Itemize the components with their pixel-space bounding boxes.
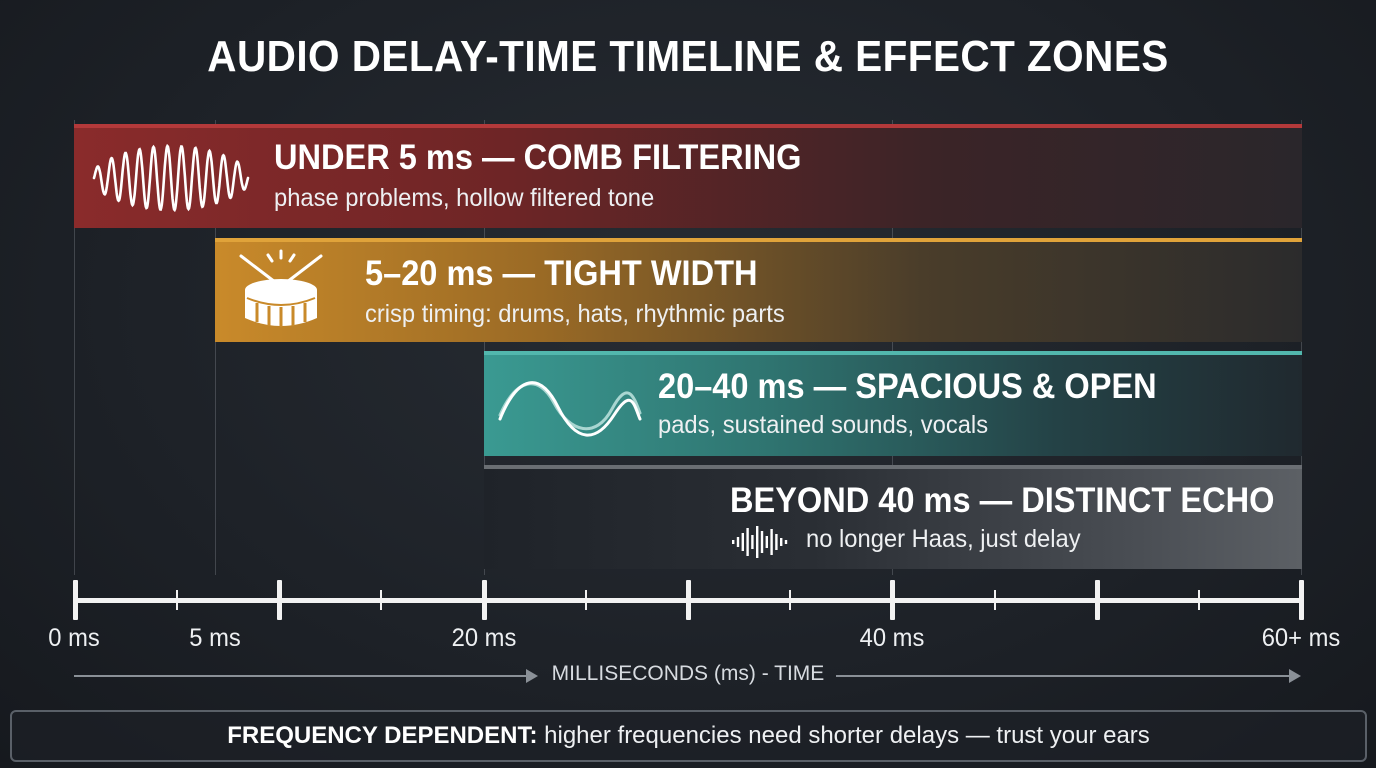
boundary-line-20ms	[484, 120, 485, 575]
minor-tick	[789, 590, 791, 610]
zone-heading: BEYOND 40 ms — DISTINCT ECHO	[730, 481, 1275, 520]
footer-text: higher frequencies need shorter delays —…	[544, 722, 1150, 749]
tick-label-40ms: 40 ms	[859, 624, 925, 652]
zone-description: pads, sustained sounds, vocals	[658, 411, 989, 439]
waveform-bar	[760, 531, 764, 553]
zone-top-border	[74, 124, 1302, 128]
footer-note: FREQUENCY DEPENDENT: higher frequencies …	[10, 710, 1367, 762]
audio-waveform-icon	[730, 525, 790, 559]
waveform-bar	[756, 526, 759, 558]
major-tick	[1095, 580, 1100, 620]
minor-tick	[380, 590, 382, 610]
major-tick	[482, 580, 487, 620]
minor-tick	[176, 590, 178, 610]
minor-tick	[585, 590, 587, 610]
minor-tick	[1198, 590, 1200, 610]
zone-description: phase problems, hollow filtered tone	[274, 184, 655, 212]
waveform-bar	[780, 538, 783, 546]
zone-heading: UNDER 5 ms — COMB FILTERING	[274, 138, 802, 177]
boundary-line-0ms	[74, 120, 75, 575]
zone-spacious-open: 20–40 ms — SPACIOUS & OPEN pads, sustain…	[484, 351, 1302, 456]
axis-arrow-left	[74, 675, 528, 677]
sine-wave-icon	[92, 142, 250, 214]
zone-heading: 20–40 ms — SPACIOUS & OPEN	[658, 367, 1157, 406]
boundary-line-40ms	[892, 120, 893, 575]
waveform-bar	[765, 536, 768, 548]
waveform-bar	[746, 528, 749, 556]
arrow-head-icon	[526, 669, 538, 683]
tick-label-60ms: 60+ ms	[1261, 624, 1341, 652]
zone-top-border	[215, 238, 1302, 242]
waveform-bar	[732, 540, 735, 544]
major-tick	[686, 580, 691, 620]
major-tick	[277, 580, 282, 620]
zone-top-border	[484, 351, 1302, 355]
axis-title: MILLISECONDS (ms) - TIME	[551, 662, 825, 685]
zone-heading: 5–20 ms — TIGHT WIDTH	[365, 254, 758, 293]
footer-bold-label: FREQUENCY DEPENDENT:	[227, 722, 538, 749]
minor-tick	[994, 590, 996, 610]
waveform-bar	[775, 534, 778, 550]
zone-description: crisp timing: drums, hats, rhythmic part…	[365, 300, 785, 328]
boundary-line-60ms	[1301, 120, 1302, 575]
tick-label-5ms: 5 ms	[189, 624, 241, 652]
tick-label-0ms: 0 ms	[48, 624, 100, 652]
snare-drum-icon	[235, 248, 327, 334]
major-tick	[890, 580, 895, 620]
axis-arrow-right	[836, 675, 1290, 677]
boundary-line-5ms	[215, 120, 216, 575]
major-tick	[73, 580, 78, 620]
tick-label-20ms: 20 ms	[451, 624, 517, 652]
zone-tight-width: 5–20 ms — TIGHT WIDTH crisp timing: drum…	[215, 238, 1302, 342]
waveform-bar	[784, 540, 788, 544]
waveform-bar	[736, 537, 740, 547]
waveform-bar	[751, 535, 754, 549]
zone-description: no longer Haas, just delay	[806, 525, 1081, 553]
double-wave-icon	[496, 369, 644, 439]
zone-distinct-echo: BEYOND 40 ms — DISTINCT ECHO no longer H…	[484, 465, 1302, 569]
waveform-bar	[741, 533, 744, 551]
zone-top-border	[484, 465, 1302, 469]
major-tick	[1299, 580, 1304, 620]
waveform-bar	[770, 529, 773, 555]
diagram-title: AUDIO DELAY-TIME TIMELINE & EFFECT ZONES	[207, 32, 1169, 81]
zone-comb-filtering: UNDER 5 ms — COMB FILTERING phase proble…	[74, 124, 1302, 228]
arrow-head-icon	[1289, 669, 1301, 683]
